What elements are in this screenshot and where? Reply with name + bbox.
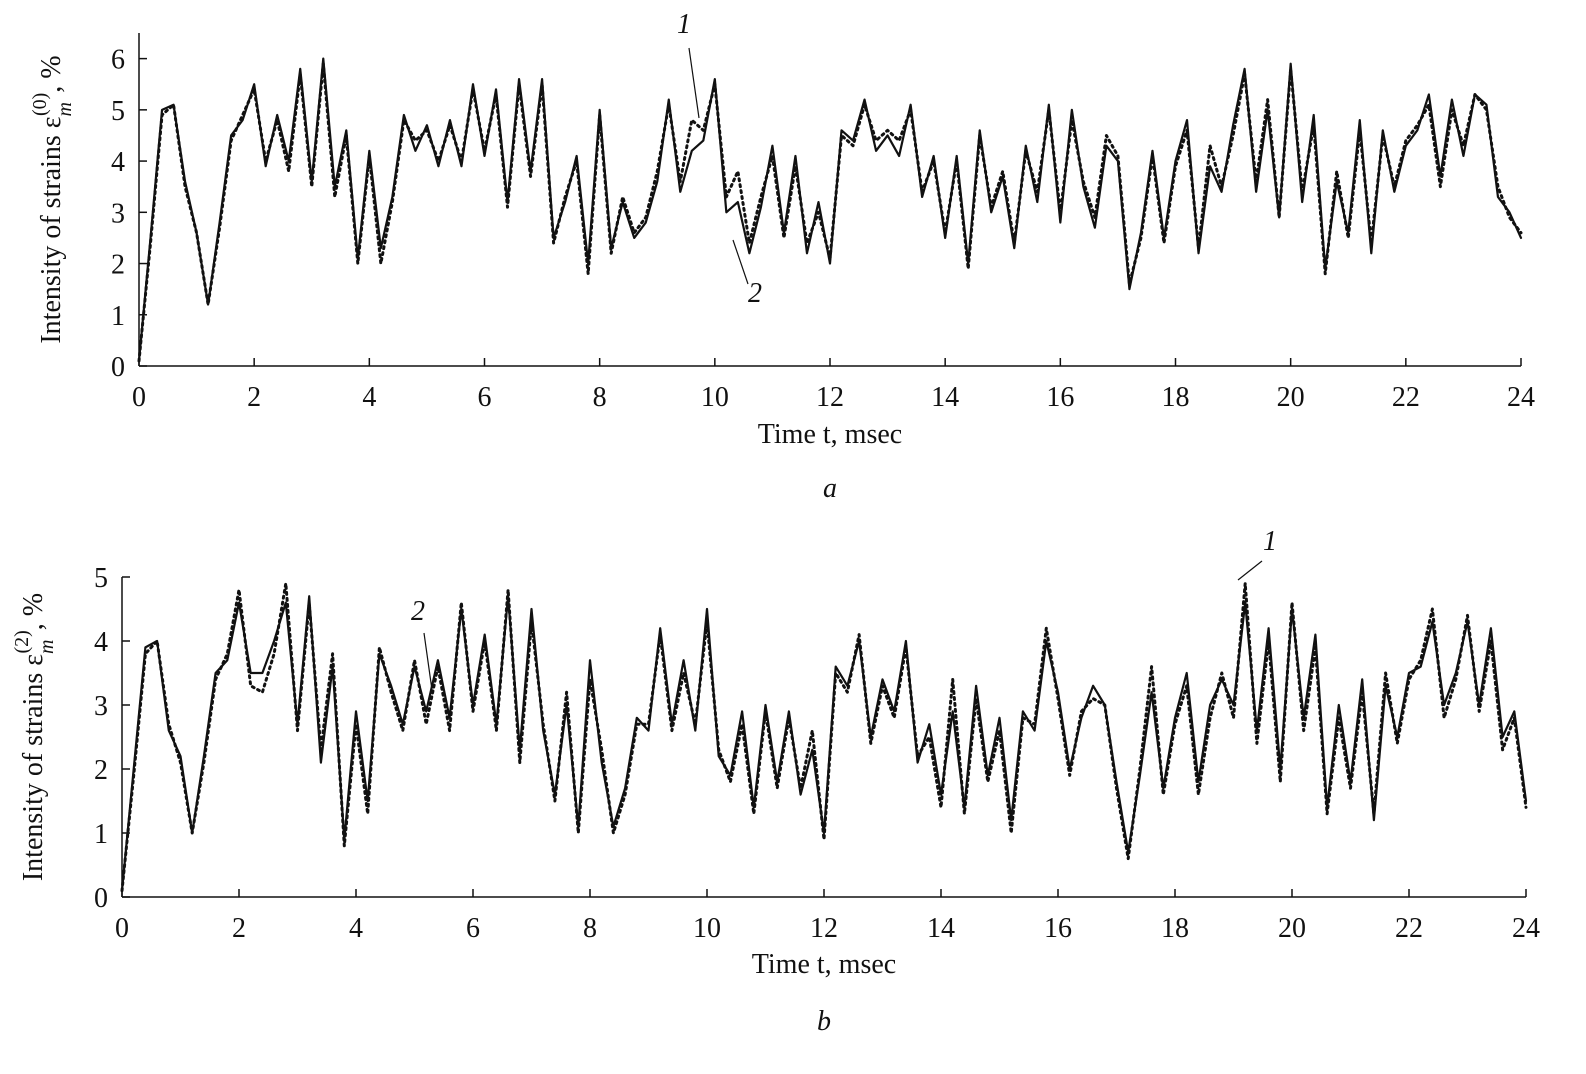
y-tick-label: 5 (94, 563, 108, 594)
x-tick-label: 2 (232, 913, 246, 944)
y-axis-label-part: Intensity of strains ε (18, 654, 49, 881)
y-axis-label-part: Intensity of strains ε (36, 116, 67, 343)
y-tick-label: 2 (111, 250, 125, 281)
y-axis-label-part: , % (18, 593, 49, 630)
x-tick-label: 0 (132, 382, 146, 413)
y-axis-label-part: m (36, 640, 58, 654)
x-tick-label: 4 (362, 382, 376, 413)
caption: b (817, 1006, 831, 1037)
x-tick-label: 6 (478, 382, 492, 413)
x-tick-label: 22 (1392, 382, 1420, 413)
x-tick-label: 8 (583, 913, 597, 944)
y-tick-label: 1 (111, 301, 125, 332)
x-tick-label: 12 (816, 382, 844, 413)
leader-line (688, 47, 700, 119)
x-tick-label: 16 (1046, 382, 1074, 413)
y-tick-label: 4 (111, 147, 125, 178)
series-line (137, 57, 1523, 362)
x-tick-label: 4 (349, 913, 363, 944)
x-axis-label: Time t, msec (758, 419, 902, 450)
x-tick-label: 20 (1277, 382, 1305, 413)
caption: a (823, 473, 837, 504)
x-tick-label: 18 (1161, 913, 1189, 944)
x-tick-label: 10 (693, 913, 721, 944)
y-tick-label: 0 (94, 883, 108, 914)
y-axis-label-part: , % (36, 55, 67, 92)
curve-label: 2 (411, 596, 425, 627)
x-tick-label: 18 (1162, 382, 1190, 413)
y-tick-label: 0 (111, 352, 125, 383)
x-axis-label: Time t, msec (752, 949, 896, 980)
leader-line (423, 632, 433, 691)
series-line (137, 62, 1523, 363)
x-tick-label: 24 (1512, 913, 1540, 944)
x-tick-label: 20 (1278, 913, 1306, 944)
x-tick-label: 8 (593, 382, 607, 413)
x-tick-label: 0 (115, 913, 129, 944)
x-tick-label: 22 (1395, 913, 1423, 944)
x-tick-label: 2 (247, 382, 261, 413)
y-axis-label-part: (2) (11, 630, 33, 653)
curve-label: 1 (677, 9, 691, 40)
x-tick-label: 14 (927, 913, 955, 944)
y-tick-label: 3 (111, 198, 125, 229)
x-tick-label: 14 (931, 382, 959, 413)
curve-label: 1 (1263, 526, 1277, 557)
y-tick-label: 1 (94, 819, 108, 850)
x-tick-label: 10 (701, 382, 729, 413)
leader-line (732, 239, 749, 285)
y-axis-label: Intensity of strains εm(2), % (11, 593, 58, 881)
y-axis-label: Intensity of strains εm(0), % (29, 55, 76, 343)
y-axis-label-part: (0) (29, 93, 51, 116)
series-line (120, 581, 1528, 893)
y-tick-label: 2 (94, 755, 108, 786)
x-tick-label: 24 (1507, 382, 1535, 413)
y-tick-label: 5 (111, 96, 125, 127)
y-tick-label: 4 (94, 627, 108, 658)
y-tick-label: 6 (111, 45, 125, 76)
x-tick-label: 6 (466, 913, 480, 944)
x-tick-label: 12 (810, 913, 838, 944)
x-tick-label: 16 (1044, 913, 1072, 944)
curve-label: 2 (748, 278, 762, 309)
leader-line (1237, 560, 1263, 581)
series-line (120, 595, 1528, 892)
y-axis-label-part: m (54, 102, 76, 116)
y-tick-label: 3 (94, 691, 108, 722)
